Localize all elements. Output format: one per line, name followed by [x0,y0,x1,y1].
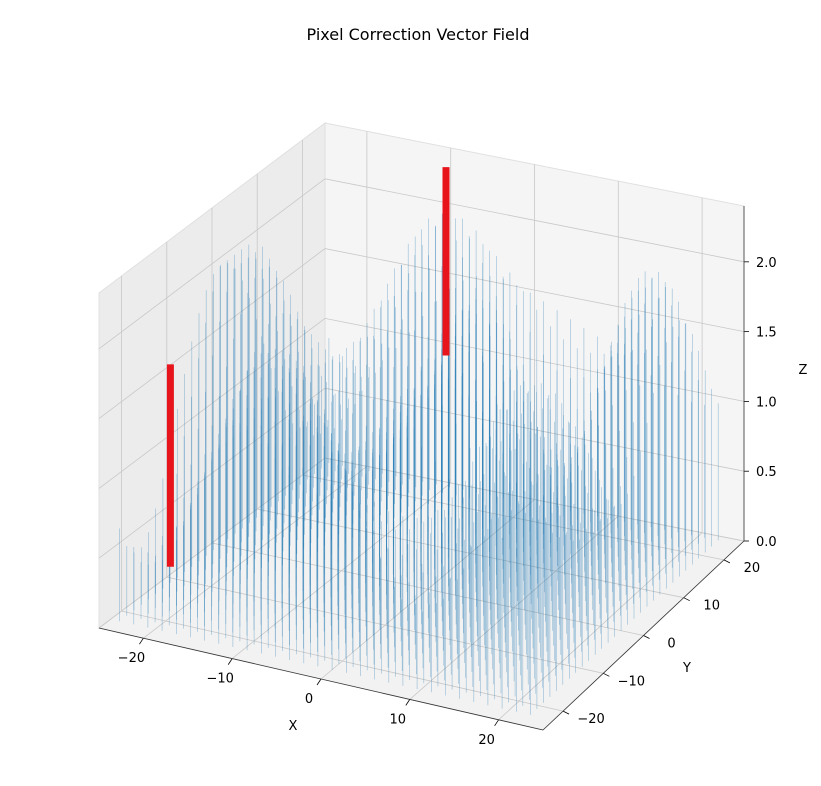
y-tick-label: 10 [703,599,720,614]
x-axis-line [98,627,544,731]
z-axis-label: Z [799,363,808,378]
vector-field [119,213,719,715]
y-axis-label: Y [682,661,691,676]
z-tick-label: 0.0 [756,535,777,550]
z-tick-label: 1.5 [756,326,777,341]
x-tick-mark [139,637,144,645]
x-tick-label: 10 [390,712,407,727]
tick-labels: −20 −10 0 10 20 −20 −10 0 10 20 0.0 0.5 1.0 1.5 2.0 [98,206,777,748]
x-tick-mark [316,678,322,686]
grid-lines [98,131,745,721]
y-tick-mark [562,710,570,715]
x-tick-label: −10 [206,672,233,687]
grid-line-z [98,457,745,629]
x-axis-label: X [289,719,298,734]
x-tick-mark [405,699,411,706]
x-tick-mark [227,658,233,665]
grid-line-z [98,178,745,350]
grid-line-z [98,317,745,489]
y-tick-label: 0 [667,637,675,652]
grid-line-z [98,387,745,559]
z-tick-label: 2.0 [756,256,777,271]
x-tick-mark [494,719,499,727]
z-tick-label: 0.5 [756,465,777,480]
z-tick-label: 1.0 [756,395,777,410]
y-tick-label: 20 [744,561,761,576]
y-tick-mark [683,597,690,602]
chart-title: Pixel Correction Vector Field [307,25,530,44]
y-tick-label: −10 [618,674,645,689]
y-tick-mark [723,559,731,564]
y-tick-mark [603,672,610,677]
highlighted-vectors [166,167,450,567]
y-tick-label: −20 [577,712,604,727]
grid-line-z [98,248,745,419]
y-tick-mark [643,635,650,639]
y-axis-line [542,540,745,731]
x-tick-label: 0 [305,692,313,707]
x-tick-label: −20 [118,651,145,666]
x-tick-label: 20 [478,733,495,748]
